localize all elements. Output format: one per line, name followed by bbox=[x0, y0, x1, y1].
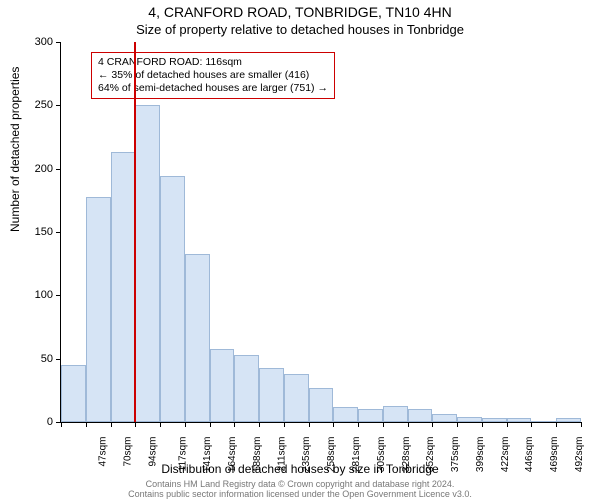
x-tick bbox=[135, 422, 136, 427]
y-tick bbox=[56, 169, 61, 170]
histogram-bar bbox=[556, 418, 581, 422]
x-tick bbox=[581, 422, 582, 427]
x-tick bbox=[61, 422, 62, 427]
x-tick bbox=[457, 422, 458, 427]
x-tick bbox=[284, 422, 285, 427]
y-tick bbox=[56, 295, 61, 296]
y-tick bbox=[56, 42, 61, 43]
y-axis-label: Number of detached properties bbox=[8, 67, 22, 232]
x-tick bbox=[259, 422, 260, 427]
x-axis-label: Distribution of detached houses by size … bbox=[0, 462, 600, 476]
x-tick bbox=[383, 422, 384, 427]
histogram-bar bbox=[111, 152, 136, 422]
y-tick-label: 0 bbox=[13, 416, 53, 428]
chart-root: 4, CRANFORD ROAD, TONBRIDGE, TN10 4HN Si… bbox=[0, 0, 600, 500]
annotation-box: 4 CRANFORD ROAD: 116sqm← 35% of detached… bbox=[91, 52, 335, 99]
histogram-bar bbox=[309, 388, 334, 422]
title-main: 4, CRANFORD ROAD, TONBRIDGE, TN10 4HN bbox=[0, 4, 600, 20]
histogram-bar bbox=[408, 409, 433, 422]
chart-plot-area: 4 CRANFORD ROAD: 116sqm← 35% of detached… bbox=[60, 42, 581, 423]
y-tick bbox=[56, 105, 61, 106]
x-tick bbox=[185, 422, 186, 427]
x-tick bbox=[556, 422, 557, 427]
histogram-bar bbox=[234, 355, 259, 422]
histogram-bar bbox=[86, 197, 111, 422]
histogram-bar bbox=[383, 406, 408, 422]
x-tick bbox=[309, 422, 310, 427]
x-tick bbox=[210, 422, 211, 427]
x-tick bbox=[482, 422, 483, 427]
x-tick bbox=[111, 422, 112, 427]
histogram-bar bbox=[507, 418, 532, 422]
histogram-bar bbox=[284, 374, 309, 422]
y-tick-label: 300 bbox=[13, 36, 53, 48]
x-tick bbox=[531, 422, 532, 427]
y-tick-label: 200 bbox=[13, 163, 53, 175]
histogram-bar bbox=[61, 365, 86, 422]
x-tick bbox=[333, 422, 334, 427]
x-tick bbox=[86, 422, 87, 427]
histogram-bar bbox=[160, 176, 185, 422]
histogram-bar bbox=[210, 349, 235, 422]
histogram-bar bbox=[482, 418, 507, 422]
y-tick-label: 100 bbox=[13, 289, 53, 301]
y-tick bbox=[56, 359, 61, 360]
x-tick bbox=[408, 422, 409, 427]
annotation-line: ← 35% of detached houses are smaller (41… bbox=[98, 69, 328, 82]
x-tick bbox=[160, 422, 161, 427]
footer-attribution: Contains HM Land Registry data © Crown c… bbox=[0, 480, 600, 500]
histogram-bar bbox=[259, 368, 284, 422]
annotation-line: 64% of semi-detached houses are larger (… bbox=[98, 82, 328, 95]
x-tick bbox=[234, 422, 235, 427]
x-tick bbox=[358, 422, 359, 427]
y-tick-label: 50 bbox=[13, 353, 53, 365]
y-tick bbox=[56, 232, 61, 233]
histogram-bar bbox=[457, 417, 482, 422]
x-tick bbox=[432, 422, 433, 427]
histogram-bar bbox=[358, 409, 383, 422]
histogram-bar bbox=[531, 421, 556, 422]
histogram-bar bbox=[333, 407, 358, 422]
annotation-line: 4 CRANFORD ROAD: 116sqm bbox=[98, 56, 328, 69]
title-sub: Size of property relative to detached ho… bbox=[0, 22, 600, 37]
marker-line bbox=[134, 42, 136, 422]
histogram-bar bbox=[432, 414, 457, 422]
histogram-bar bbox=[135, 105, 160, 422]
x-tick bbox=[507, 422, 508, 427]
y-tick-label: 250 bbox=[13, 99, 53, 111]
histogram-bar bbox=[185, 254, 210, 422]
y-tick-label: 150 bbox=[13, 226, 53, 238]
